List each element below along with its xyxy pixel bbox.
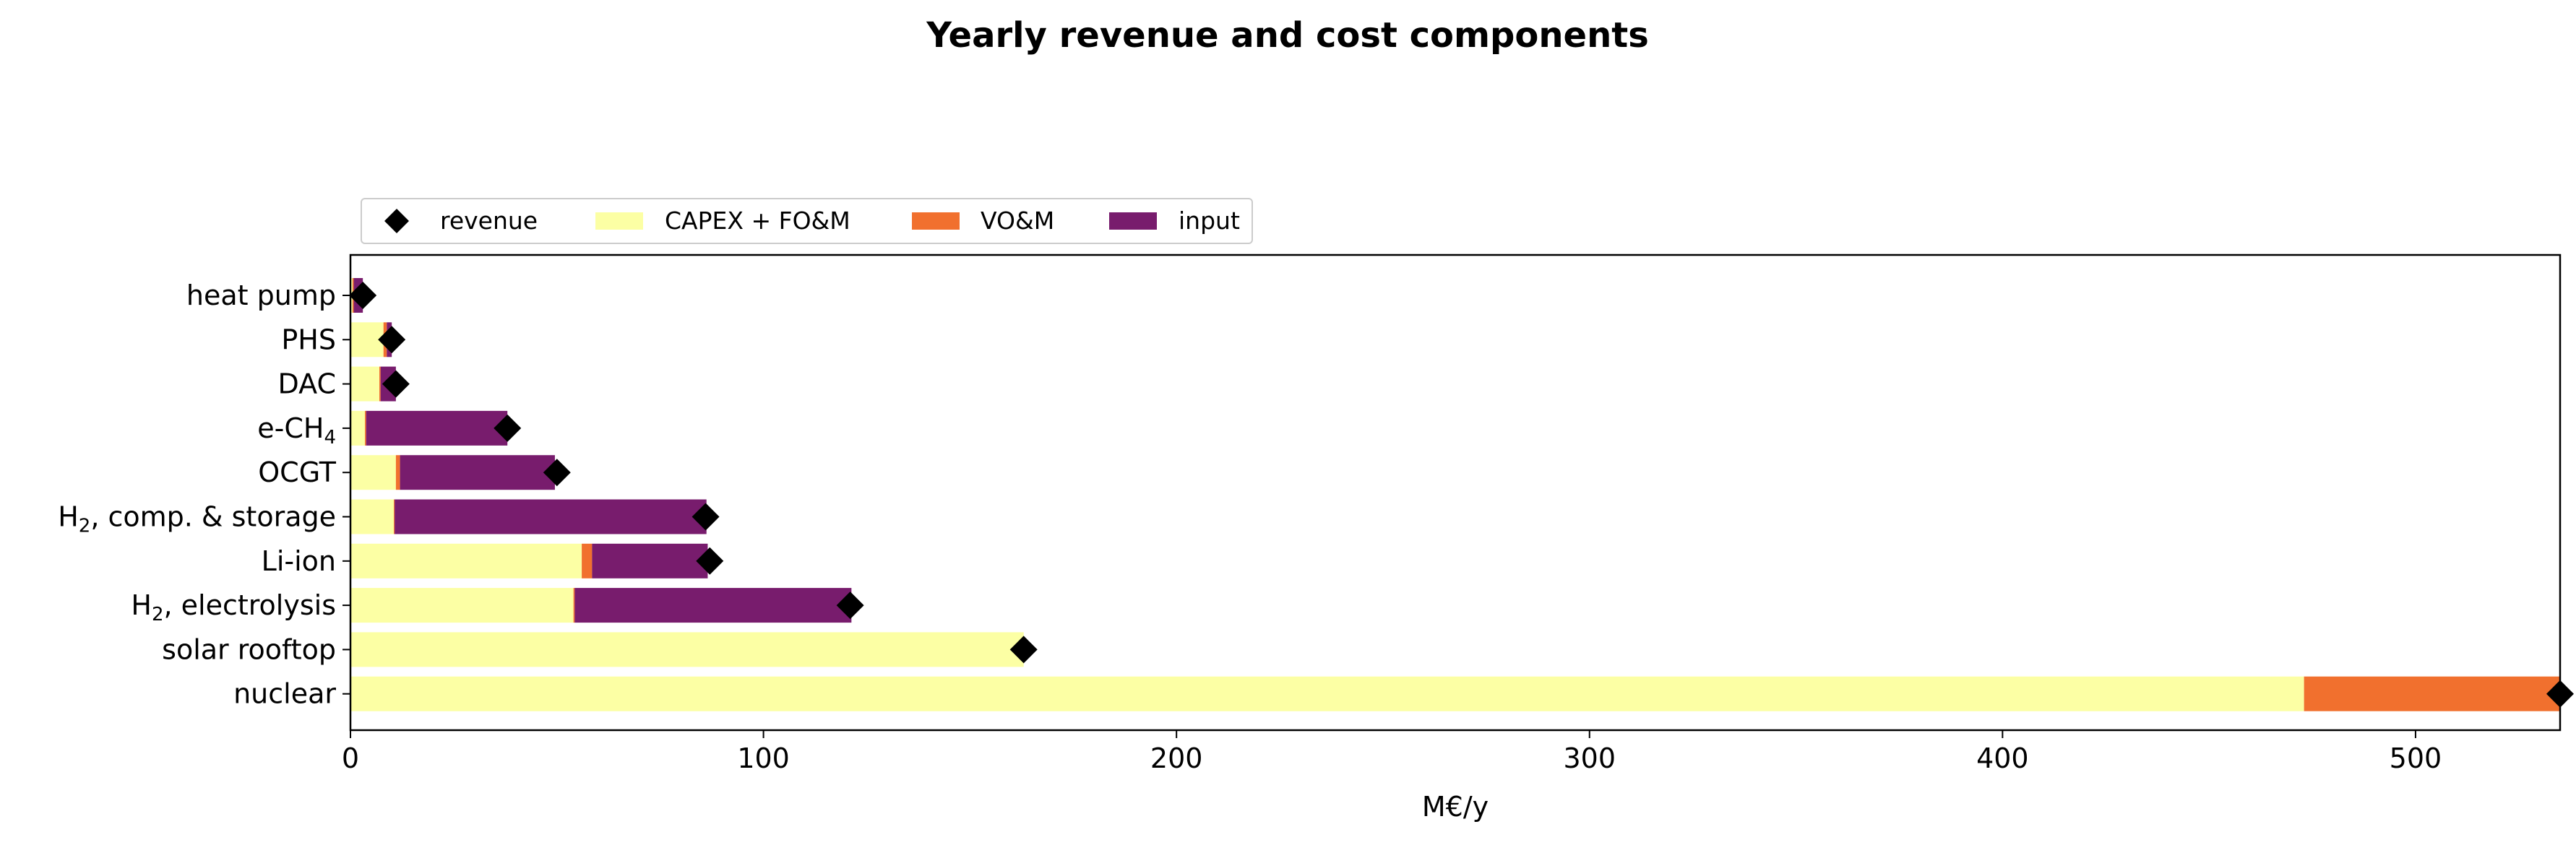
bar-segment (350, 410, 366, 446)
bar-segment (350, 322, 384, 358)
legend-label: VO&M (981, 207, 1054, 235)
y-tick-label: H2, comp. & storage (58, 501, 336, 537)
revenue-marker (836, 592, 864, 620)
chart-title: Yearly revenue and cost components (926, 15, 1649, 56)
bar-segment (2304, 676, 2560, 711)
legend: revenue CAPEX + FO&M VO&M input (361, 198, 1253, 244)
legend-marker-revenue (384, 209, 409, 233)
bars-group (350, 278, 2560, 711)
legend-label: input (1179, 207, 1240, 235)
bar-segment (350, 588, 574, 623)
bar-segment (582, 543, 593, 578)
revenue-marker (543, 459, 571, 487)
bar-segment (394, 499, 395, 534)
bar-segment (350, 543, 582, 578)
y-tick-label: OCGT (258, 456, 337, 488)
y-tick-label: heat pump (186, 280, 336, 311)
bar-segment (366, 410, 508, 446)
y-tick-label: nuclear (233, 678, 336, 710)
bar-segment (592, 543, 708, 578)
plot-frame (349, 254, 2562, 732)
bar-segment (573, 588, 575, 623)
legend-box (361, 198, 1253, 244)
legend-swatch (1109, 212, 1157, 230)
x-tick-label: 200 (1150, 742, 1203, 774)
y-tick-label: solar rooftop (162, 633, 336, 665)
revenue-marker (494, 414, 522, 442)
x-axis: 0 100 200 300 400 500 (342, 730, 2442, 774)
y-tick-label: H2, electrolysis (131, 589, 336, 625)
revenue-marker (692, 503, 720, 531)
revenue-marker (349, 282, 377, 309)
y-tick-label: e-CH4 (257, 412, 336, 448)
y-tick-label: PHS (281, 324, 336, 355)
bar-segment (350, 455, 396, 490)
bar-segment (395, 455, 400, 490)
bar-segment (400, 455, 555, 490)
legend-label: revenue (440, 207, 538, 235)
y-tick-label: DAC (278, 368, 336, 400)
y-tick-label: Li-ion (262, 545, 336, 577)
bar-segment (574, 588, 852, 623)
legend-swatch (912, 212, 960, 230)
revenue-markers (349, 282, 2574, 708)
bar-segment (395, 499, 707, 534)
bar-segment (379, 366, 381, 402)
bar-segment (350, 366, 380, 402)
revenue-marker (382, 370, 410, 398)
bar-segment (350, 632, 1024, 667)
x-axis-label: M€/y (1422, 791, 1489, 823)
x-tick-label: 300 (1564, 742, 1616, 774)
x-tick-label: 500 (2390, 742, 2442, 774)
bar-segment (350, 499, 395, 534)
legend-label: CAPEX + FO&M (665, 207, 850, 235)
revenue-marker (1009, 636, 1038, 664)
bar-segment (350, 676, 2304, 711)
legend-swatch (595, 212, 643, 230)
revenue-marker (378, 326, 406, 354)
bar-segment (365, 410, 366, 446)
x-tick-label: 100 (737, 742, 790, 774)
x-tick-label: 400 (1976, 742, 2029, 774)
x-tick-label: 0 (342, 742, 359, 774)
revenue-marker (696, 547, 724, 575)
y-axis: heat pump PHS DAC e-CH4 OCGT H2, comp. & stor… (58, 280, 350, 710)
